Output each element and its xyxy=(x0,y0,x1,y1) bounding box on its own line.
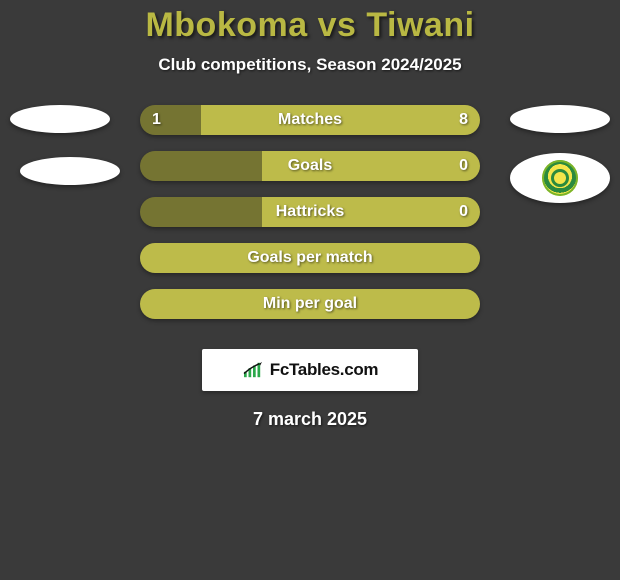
bars-group: Matches18 Goals0 Hattricks0 Goals per match… xyxy=(140,105,480,335)
team-crest-icon xyxy=(542,160,578,196)
stat-row: Min per goal xyxy=(140,289,480,319)
logo-line xyxy=(244,364,259,374)
comparison-chart: Matches18 Goals0 Hattricks0 Goals per match… xyxy=(0,105,620,335)
team-badge-left-1 xyxy=(10,105,110,133)
team-badge-right-1 xyxy=(510,105,610,133)
infographic: Mbokoma vs Tiwani Club competitions, Sea… xyxy=(0,0,620,580)
page-title: Mbokoma vs Tiwani xyxy=(0,6,620,45)
date-label: 7 march 2025 xyxy=(0,409,620,430)
stat-bar-right xyxy=(262,197,480,227)
stat-bar-right xyxy=(140,243,480,273)
stat-row: Matches18 xyxy=(140,105,480,135)
subtitle: Club competitions, Season 2024/2025 xyxy=(0,55,620,75)
stat-bar-right xyxy=(262,151,480,181)
stat-row: Goals0 xyxy=(140,151,480,181)
source-logo: FcTables.com xyxy=(202,349,418,391)
fctables-icon xyxy=(242,361,264,379)
stat-bar-left xyxy=(140,197,262,227)
stat-bar-left xyxy=(140,105,201,135)
stat-bar-right xyxy=(201,105,480,135)
stat-row: Hattricks0 xyxy=(140,197,480,227)
team-badge-left-2 xyxy=(20,157,120,185)
source-logo-text: FcTables.com xyxy=(270,360,379,380)
stat-row: Goals per match xyxy=(140,243,480,273)
stat-bar-left xyxy=(140,151,262,181)
stat-bar-right xyxy=(140,289,480,319)
team-badge-right-2 xyxy=(510,153,610,203)
